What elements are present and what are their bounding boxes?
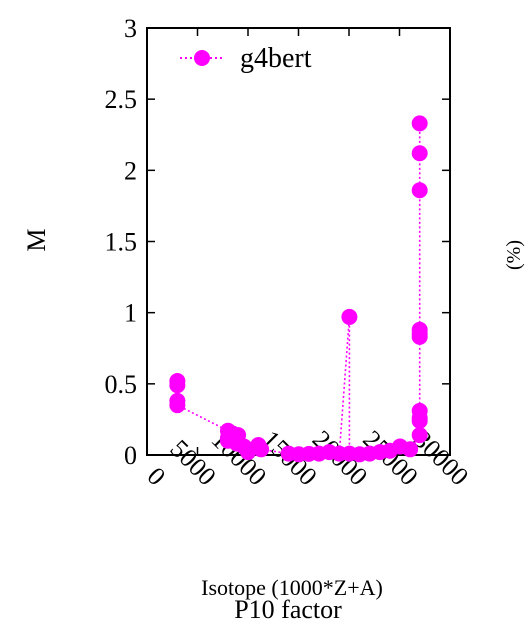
- y-tick-label: 2: [124, 156, 137, 185]
- legend-label: g4bert: [240, 43, 312, 74]
- left-edge-partial-tick: 0: [0, 523, 5, 553]
- x-tick-label: 0: [142, 462, 172, 492]
- data-point: [411, 182, 428, 199]
- data-point: [169, 397, 186, 414]
- overlay-title: P10 factor: [234, 595, 342, 624]
- plot-frame: [146, 27, 451, 456]
- data-point: [411, 402, 428, 419]
- legend: g4bert: [180, 43, 312, 74]
- data-point: [411, 427, 428, 444]
- data-point: [341, 308, 358, 325]
- data-point: [411, 321, 428, 338]
- y-tick-label: 0: [124, 441, 137, 470]
- data-point: [411, 145, 428, 162]
- y-axis-title: M: [22, 228, 51, 251]
- data-point: [253, 441, 270, 458]
- plot-area: [146, 27, 451, 456]
- y-tick-label: 1.5: [105, 228, 138, 257]
- y-tick-label: 0.5: [105, 370, 138, 399]
- y-tick-label: 1: [124, 299, 137, 328]
- series-line: [176, 123, 421, 456]
- data-point: [411, 115, 428, 132]
- right-edge-partial-label: (%): [503, 240, 525, 270]
- x-axis-title: Isotope (1000*Z+A): [201, 575, 383, 600]
- y-tick-label: 2.5: [105, 85, 138, 114]
- data-point: [402, 441, 419, 458]
- y-axis-ticks: 0 0.5 1 1.5 2 2.5 3: [105, 14, 450, 470]
- y-tick-label: 3: [124, 14, 137, 43]
- series-layer: [169, 115, 428, 463]
- data-point: [169, 377, 186, 394]
- legend-marker: [194, 50, 210, 66]
